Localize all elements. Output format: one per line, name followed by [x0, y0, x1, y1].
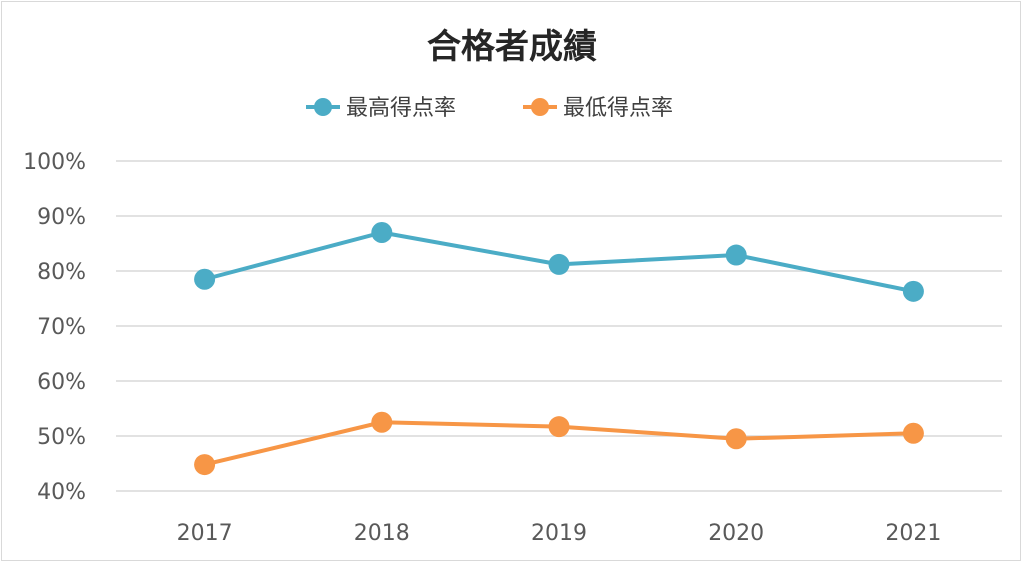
data-point-max-2020: [725, 244, 747, 266]
y-tick-label: 50%: [37, 425, 86, 450]
legend-item-max: 最高得点率: [306, 96, 456, 121]
legend-item-min: 最低得点率: [523, 96, 673, 121]
y-tick-label: 90%: [37, 205, 86, 230]
legend-label-min: 最低得点率: [563, 96, 673, 121]
y-tick-label: 60%: [37, 370, 86, 395]
plot-area: [194, 222, 924, 476]
y-axis: 40% 50% 60% 70% 80% 90% 100%: [23, 150, 86, 505]
y-tick-label: 80%: [37, 260, 86, 285]
data-point-min-2021: [902, 422, 924, 444]
legend-marker-max: [314, 98, 332, 116]
y-tick-label: 70%: [37, 315, 86, 340]
y-tick-label: 100%: [23, 150, 86, 175]
y-tick-label: 40%: [37, 480, 86, 505]
x-tick-label: 2017: [177, 521, 233, 546]
x-tick-label: 2018: [354, 521, 410, 546]
chart-title: 合格者成績: [427, 27, 597, 67]
x-tick-label: 2020: [708, 521, 764, 546]
legend: 最高得点率 最低得点率: [306, 96, 673, 121]
legend-marker-min: [531, 98, 549, 116]
data-point-min-2018: [371, 411, 393, 433]
data-point-max-2019: [548, 253, 570, 275]
x-tick-label: 2021: [885, 521, 941, 546]
data-point-max-2021: [902, 280, 924, 302]
data-point-min-2017: [194, 454, 216, 476]
legend-label-max: 最高得点率: [346, 96, 456, 121]
gridlines: [116, 160, 1002, 492]
data-point-min-2019: [548, 416, 570, 438]
data-point-min-2020: [725, 428, 747, 450]
data-point-max-2018: [371, 222, 393, 243]
x-tick-label: 2019: [531, 521, 587, 546]
x-axis: 2017 2018 2019 2020 2021: [177, 521, 942, 546]
data-point-max-2017: [194, 268, 216, 290]
